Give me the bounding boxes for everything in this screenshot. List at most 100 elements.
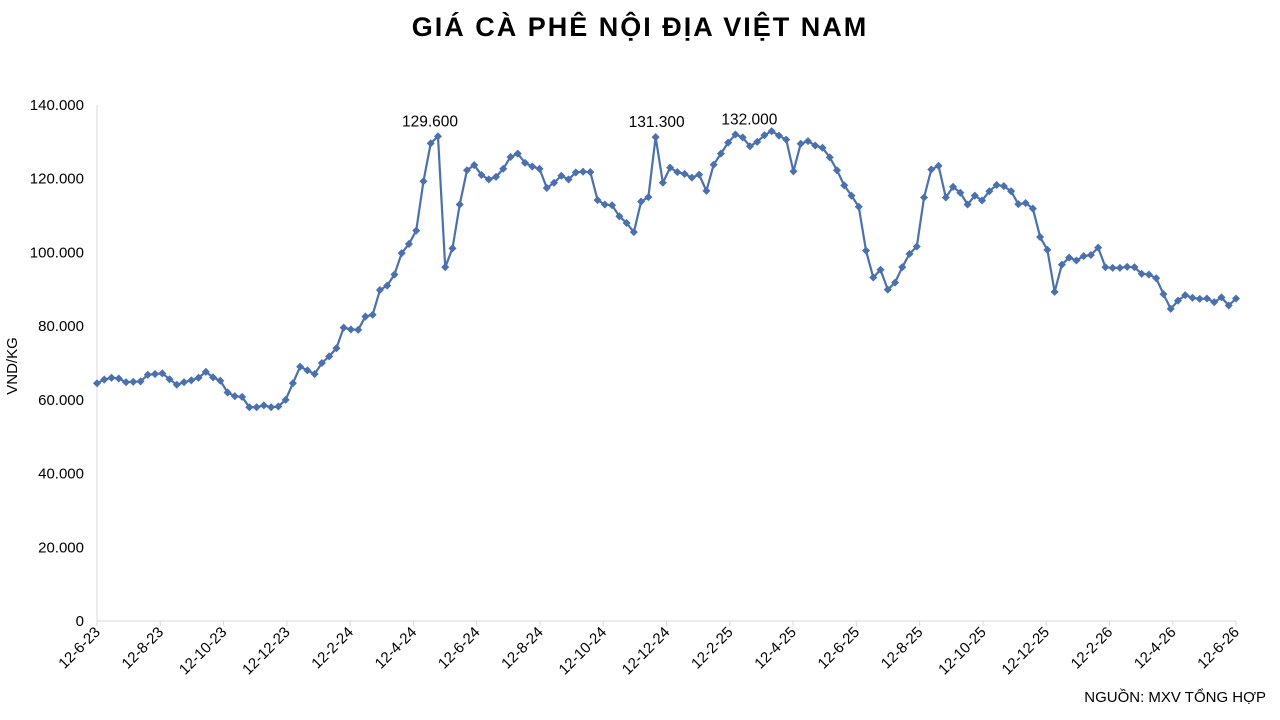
x-tick-label: 12-10-25 [935, 624, 989, 678]
data-point [1021, 199, 1030, 208]
x-tick-label: 12-6-26 [1194, 624, 1243, 673]
data-point [651, 133, 660, 142]
data-point [811, 141, 820, 150]
y-tick-label: 120.000 [30, 171, 84, 188]
y-tick-label: 140.000 [30, 97, 84, 114]
data-point [920, 193, 929, 202]
data-point [484, 175, 493, 184]
data-point [267, 403, 276, 412]
data-point [658, 178, 667, 187]
price-series [96, 130, 1237, 409]
data-point [1144, 270, 1153, 279]
data-point [1014, 200, 1023, 209]
data-point [317, 358, 326, 368]
data-point [695, 170, 704, 179]
data-point [716, 149, 725, 158]
data-point [854, 202, 863, 211]
data-point [274, 402, 283, 411]
data-point [216, 376, 225, 385]
data-point [1079, 252, 1088, 261]
data-point [383, 281, 392, 290]
data-point [949, 182, 958, 191]
data-point [288, 379, 297, 388]
data-point [1224, 301, 1233, 310]
x-tick-label: 12-4-24 [372, 624, 421, 673]
data-point [970, 191, 979, 200]
data-point [201, 367, 210, 376]
y-axis: 0 20.000 40.000 60.000 80.000 100.000 120.000 1… [30, 97, 98, 630]
data-point [404, 239, 413, 248]
data-point [891, 278, 900, 287]
data-point [296, 362, 305, 371]
data-point [462, 166, 472, 175]
data-point [1195, 294, 1204, 303]
data-point [593, 196, 602, 205]
data-point [978, 196, 987, 205]
data-point [339, 323, 348, 332]
data-point [992, 180, 1001, 190]
data-point [1137, 269, 1146, 278]
data-point [680, 169, 689, 178]
data-point [1057, 260, 1066, 269]
data-point [1108, 263, 1117, 272]
data-point [259, 401, 268, 410]
data-point [644, 193, 653, 202]
data-point [1050, 287, 1059, 296]
data-point [223, 388, 232, 397]
data-point [579, 167, 588, 176]
data-point [1036, 232, 1045, 241]
data-point [499, 164, 508, 173]
x-tick-label: 12-2-25 [688, 624, 737, 673]
data-label: 132.000 [721, 111, 777, 128]
data-point [433, 132, 442, 141]
data-point [172, 380, 181, 389]
chart-title: GIÁ CÀ PHÊ NỘI ĐỊA VIỆT NAM [411, 12, 869, 42]
data-point [397, 249, 406, 258]
data-point [506, 152, 515, 161]
data-point [1188, 293, 1197, 302]
data-point [724, 138, 733, 147]
y-tick-label: 20.000 [38, 539, 84, 556]
data-point [956, 188, 965, 197]
data-point [840, 181, 849, 190]
data-point [491, 172, 501, 181]
data-point [230, 392, 239, 401]
data-point [796, 139, 805, 148]
x-tick-label: 12-10-24 [556, 624, 610, 678]
data-point [615, 212, 624, 221]
data-point [1159, 290, 1168, 299]
y-tick-label: 40.000 [38, 466, 84, 483]
x-tick-label: 12-12-23 [239, 624, 293, 678]
data-point [441, 263, 450, 272]
x-tick-label: 12-6-23 [55, 624, 104, 673]
data-point [1123, 262, 1132, 271]
data-point [731, 130, 740, 139]
data-point [898, 263, 907, 272]
data-point [571, 168, 580, 177]
data-point [535, 164, 544, 173]
data-point [767, 127, 776, 136]
data-point [1210, 298, 1219, 307]
data-point [999, 182, 1008, 191]
data-point [557, 171, 566, 180]
x-tick-label: 12-8-24 [498, 624, 547, 673]
x-tick-label: 12-2-26 [1068, 624, 1117, 673]
x-tick-label: 12-8-25 [878, 624, 927, 673]
data-point [1065, 253, 1074, 262]
data-point [927, 165, 936, 174]
data-point [361, 312, 370, 321]
data-point [666, 163, 675, 172]
data-point [1007, 187, 1016, 196]
x-tick-label: 12-10-23 [176, 624, 230, 678]
data-point [1181, 291, 1190, 300]
data-point [687, 173, 696, 182]
data-point [673, 168, 682, 177]
data-point [774, 131, 783, 140]
data-point [985, 187, 994, 196]
data-point [332, 344, 341, 353]
x-tick-label: 12-6-24 [435, 624, 484, 673]
data-point [92, 379, 102, 388]
y-axis-title: VND/KG [4, 337, 21, 395]
data-point [702, 186, 711, 195]
data-point [803, 137, 812, 146]
